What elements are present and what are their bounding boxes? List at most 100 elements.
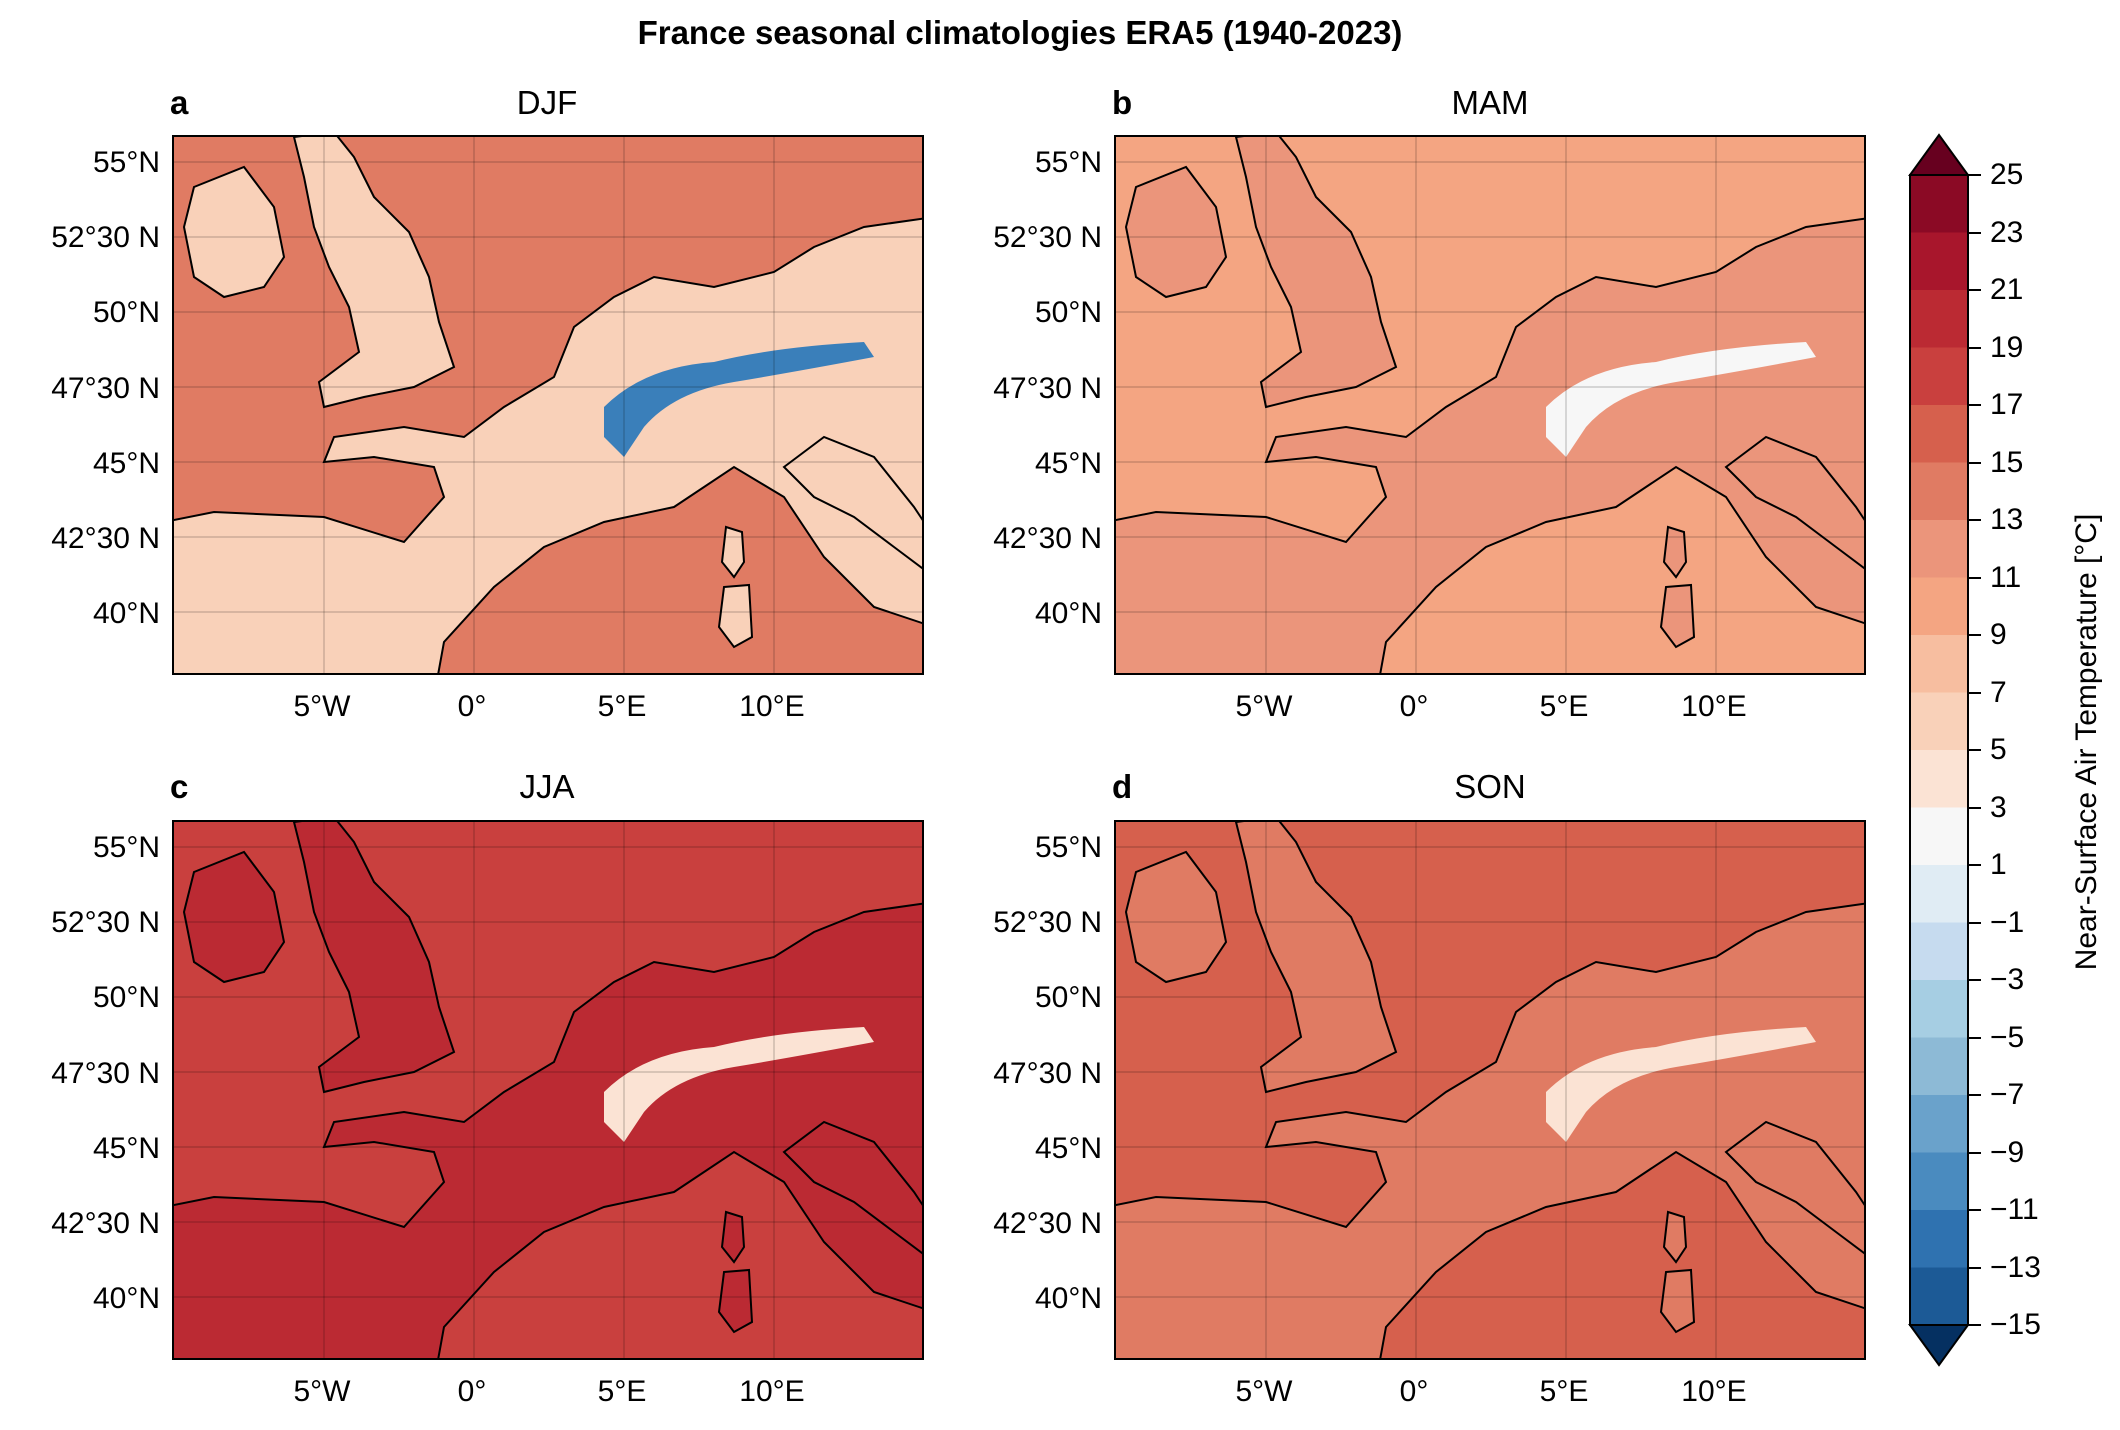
lon-label: 5°E bbox=[597, 690, 647, 723]
colorbar-segment bbox=[1910, 1267, 1968, 1326]
map-canvas bbox=[174, 137, 922, 673]
lon-label: 5°W bbox=[293, 690, 351, 723]
lon-label: 10°E bbox=[739, 1375, 805, 1408]
colorbar-segment bbox=[1910, 922, 1968, 981]
colorbar-tickmark bbox=[1969, 634, 1981, 636]
colorbar-tick-label: 23 bbox=[1990, 215, 2024, 249]
colorbar-tick-label: 17 bbox=[1990, 388, 2024, 421]
lat-label: 50°N bbox=[1034, 981, 1102, 1014]
lat-label: 45°N bbox=[1034, 447, 1102, 480]
colorbar-tick-label: 5 bbox=[1990, 733, 2007, 766]
colorbar-tick-label: −11 bbox=[1990, 1193, 2039, 1226]
colorbar bbox=[1908, 133, 1970, 1367]
colorbar-tickmark bbox=[1969, 404, 1981, 406]
britain-shape bbox=[292, 137, 456, 409]
colorbar-tick-label: −15 bbox=[1990, 1308, 2041, 1341]
panel-letter-b: b bbox=[1112, 84, 1133, 121]
colorbar-segment bbox=[1910, 1210, 1968, 1268]
colorbar-segment bbox=[1910, 347, 1968, 406]
lat-label: 42°30 N bbox=[51, 522, 160, 555]
lon-label: 10°E bbox=[1681, 690, 1747, 723]
colorbar-segment bbox=[1910, 577, 1968, 636]
figure-title: France seasonal climatologies ERA5 (1940… bbox=[637, 14, 1403, 51]
colorbar-tickmark bbox=[1969, 806, 1981, 809]
colorbar-segment bbox=[1910, 1095, 1968, 1153]
lat-label: 50°N bbox=[92, 296, 160, 329]
lon-label: 0° bbox=[1399, 1375, 1429, 1408]
britain-shape bbox=[292, 822, 456, 1094]
corsica-shape bbox=[720, 525, 746, 579]
italy-shape bbox=[1724, 1120, 1864, 1255]
colorbar-tick-label: 9 bbox=[1990, 618, 2007, 651]
colorbar-tick-label: −13 bbox=[1990, 1250, 2041, 1284]
lat-label: 40°N bbox=[1034, 597, 1102, 630]
panel-letter-c: c bbox=[170, 768, 189, 805]
lat-label: 50°N bbox=[92, 981, 160, 1014]
map-panel-mam bbox=[1114, 135, 1866, 675]
corsica-shape bbox=[1662, 525, 1688, 579]
corsica-shape bbox=[720, 1210, 746, 1264]
colorbar-tick-label: 25 bbox=[1990, 158, 2024, 191]
sardinia-shape bbox=[1659, 583, 1696, 649]
corsica-shape bbox=[1662, 1210, 1688, 1264]
lat-label: 45°N bbox=[92, 447, 160, 480]
colorbar-tick-label: 15 bbox=[1990, 445, 2024, 479]
colorbar-segment bbox=[1910, 980, 1968, 1038]
colorbar-tickmark bbox=[1969, 576, 1981, 579]
lon-label: 0° bbox=[457, 690, 487, 723]
colorbar-tickmark bbox=[1969, 1209, 1981, 1211]
sardinia-shape bbox=[717, 1268, 754, 1334]
colorbar-tickmark bbox=[1969, 864, 1981, 866]
colorbar-tick-label: 13 bbox=[1990, 503, 2024, 536]
colorbar-tick-label: −3 bbox=[1990, 963, 2025, 996]
colorbar-segment bbox=[1910, 232, 1968, 291]
colorbar-tick-label: 7 bbox=[1990, 675, 2007, 709]
colorbar-tick-label: 3 bbox=[1990, 790, 2007, 824]
lat-label: 47°30 N bbox=[993, 372, 1102, 405]
lon-label: 5°W bbox=[293, 1375, 351, 1408]
map-panel-jja bbox=[172, 820, 924, 1360]
colorbar-tickmark bbox=[1969, 1036, 1981, 1039]
lat-label: 40°N bbox=[92, 1282, 160, 1315]
colorbar-segment bbox=[1910, 635, 1968, 693]
sea-med-shape bbox=[437, 1150, 922, 1358]
alps-shape bbox=[1546, 342, 1816, 457]
colorbar-tickmark bbox=[1969, 691, 1981, 694]
lat-label: 40°N bbox=[92, 597, 160, 630]
colorbar-segment bbox=[1910, 1152, 1968, 1211]
panel-title-d: SON bbox=[1454, 768, 1526, 805]
lat-label: 42°30 N bbox=[51, 1207, 160, 1240]
ireland-shape bbox=[1124, 165, 1228, 299]
lat-label: 55°N bbox=[92, 146, 160, 179]
colorbar-tickmark bbox=[1969, 1151, 1981, 1154]
ireland-shape bbox=[182, 850, 286, 984]
colorbar-tickmark bbox=[1969, 749, 1981, 751]
alps-shape bbox=[604, 1027, 874, 1142]
lat-label: 52°30 N bbox=[993, 906, 1102, 939]
colorbar-frame bbox=[1909, 174, 1969, 1326]
lat-label: 45°N bbox=[92, 1132, 160, 1165]
alps-shape bbox=[604, 342, 874, 457]
colorbar-segment bbox=[1910, 865, 1968, 923]
alps-shape bbox=[1546, 1027, 1816, 1142]
colorbar-tick-label: −7 bbox=[1990, 1078, 2025, 1111]
colorbar-tickmark bbox=[1969, 231, 1981, 234]
colorbar-tick-label: −1 bbox=[1990, 905, 2025, 939]
britain-shape bbox=[1234, 137, 1398, 409]
lat-label: 52°30 N bbox=[993, 221, 1102, 254]
colorbar-tick-label: −9 bbox=[1990, 1135, 2025, 1169]
lat-label: 55°N bbox=[92, 831, 160, 864]
colorbar-tickmark bbox=[1969, 289, 1981, 291]
colorbar-tickmark bbox=[1969, 461, 1981, 464]
lon-label: 5°W bbox=[1235, 690, 1293, 723]
sea-med-shape bbox=[1379, 465, 1864, 673]
colorbar-segment bbox=[1910, 520, 1968, 578]
colorbar-tickmark bbox=[1969, 921, 1981, 924]
lon-label: 5°E bbox=[1539, 690, 1589, 723]
panel-letter-a: a bbox=[170, 84, 189, 121]
lat-label: 42°30 N bbox=[993, 522, 1102, 555]
map-panel-djf bbox=[172, 135, 924, 675]
lon-label: 5°E bbox=[1539, 1375, 1589, 1408]
lat-label: 47°30 N bbox=[993, 1057, 1102, 1090]
